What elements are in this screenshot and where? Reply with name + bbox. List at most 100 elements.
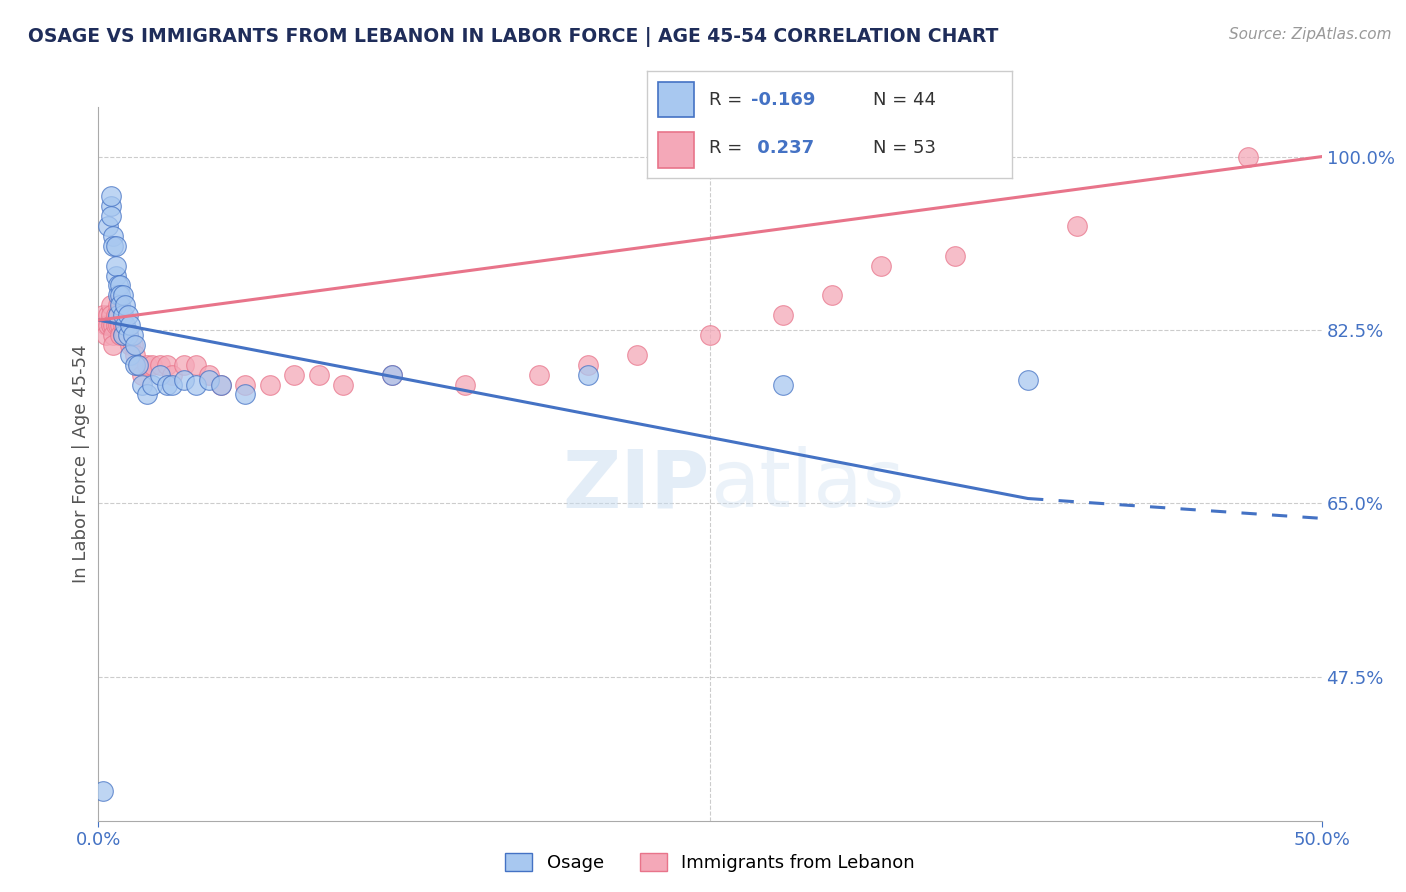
Point: [233, 377, 256, 392]
Point: [131, 368, 153, 382]
Text: N = 53: N = 53: [873, 139, 936, 157]
Point: [107, 288, 129, 302]
Point: [107, 298, 129, 312]
Point: [100, 189, 122, 203]
Point: [104, 259, 127, 273]
Point: [772, 308, 794, 322]
Point: [1066, 219, 1088, 233]
FancyBboxPatch shape: [658, 132, 695, 168]
Point: [121, 338, 143, 352]
Point: [114, 318, 136, 332]
Point: [160, 377, 183, 392]
Point: [576, 358, 599, 372]
Point: [110, 278, 132, 293]
Point: [308, 368, 330, 382]
Point: [160, 368, 183, 382]
Text: -0.169: -0.169: [751, 91, 815, 109]
Point: [381, 368, 404, 382]
Point: [97, 219, 120, 233]
Text: ZIP: ZIP: [562, 446, 710, 524]
Point: [149, 368, 172, 382]
Text: 0.237: 0.237: [751, 139, 814, 157]
Point: [104, 239, 127, 253]
Text: OSAGE VS IMMIGRANTS FROM LEBANON IN LABOR FORCE | AGE 45-54 CORRELATION CHART: OSAGE VS IMMIGRANTS FROM LEBANON IN LABO…: [28, 27, 998, 46]
Point: [186, 358, 208, 372]
Point: [111, 328, 134, 343]
Point: [100, 199, 122, 213]
Point: [101, 239, 124, 253]
Point: [576, 368, 599, 382]
Point: [107, 318, 129, 332]
Point: [1237, 150, 1260, 164]
Point: [121, 328, 143, 343]
Point: [131, 377, 153, 392]
Point: [1017, 373, 1039, 387]
Point: [107, 308, 129, 322]
Point: [91, 308, 114, 322]
Point: [124, 348, 146, 362]
Point: [117, 308, 139, 322]
Point: [114, 298, 136, 312]
Point: [101, 228, 124, 243]
Point: [101, 338, 124, 352]
Point: [233, 387, 256, 401]
Point: [173, 358, 195, 372]
Text: R =: R =: [709, 91, 748, 109]
Point: [107, 308, 129, 322]
Point: [141, 358, 163, 372]
Point: [117, 328, 139, 343]
Point: [120, 348, 142, 362]
Point: [111, 288, 134, 302]
Point: [127, 358, 149, 372]
Point: [197, 373, 219, 387]
Point: [114, 328, 136, 343]
Point: [120, 338, 142, 352]
Text: Source: ZipAtlas.com: Source: ZipAtlas.com: [1229, 27, 1392, 42]
Point: [111, 308, 134, 322]
Point: [156, 358, 179, 372]
Point: [94, 318, 117, 332]
Point: [110, 318, 132, 332]
Point: [101, 328, 124, 343]
Point: [100, 298, 122, 312]
Point: [141, 377, 163, 392]
Point: [772, 377, 794, 392]
Point: [149, 358, 172, 372]
Point: [186, 377, 208, 392]
Point: [527, 368, 550, 382]
Point: [111, 328, 134, 343]
Point: [209, 377, 232, 392]
Point: [120, 318, 142, 332]
Text: N = 44: N = 44: [873, 91, 936, 109]
Point: [283, 368, 305, 382]
Point: [626, 348, 648, 362]
Point: [104, 318, 127, 332]
Legend: Osage, Immigrants from Lebanon: Osage, Immigrants from Lebanon: [498, 846, 922, 880]
Point: [110, 288, 132, 302]
Point: [173, 373, 195, 387]
Point: [156, 377, 179, 392]
Point: [97, 308, 120, 322]
Point: [97, 318, 120, 332]
Text: atlas: atlas: [710, 446, 904, 524]
Point: [454, 377, 477, 392]
Point: [136, 387, 159, 401]
FancyBboxPatch shape: [658, 82, 695, 118]
Point: [127, 358, 149, 372]
Point: [209, 377, 232, 392]
Point: [699, 328, 721, 343]
Point: [111, 318, 134, 332]
Point: [104, 268, 127, 283]
Point: [332, 377, 354, 392]
Point: [101, 318, 124, 332]
Text: R =: R =: [709, 139, 748, 157]
Point: [381, 368, 404, 382]
Point: [259, 377, 281, 392]
Point: [943, 249, 966, 263]
Point: [107, 278, 129, 293]
Point: [136, 358, 159, 372]
Y-axis label: In Labor Force | Age 45-54: In Labor Force | Age 45-54: [72, 344, 90, 583]
Point: [100, 209, 122, 223]
Point: [124, 358, 146, 372]
Point: [91, 784, 114, 798]
